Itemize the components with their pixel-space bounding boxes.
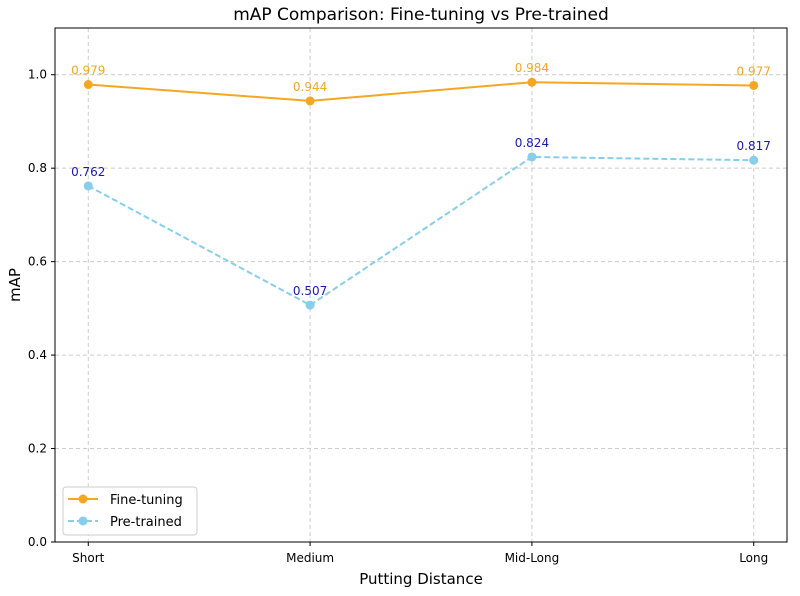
data-label: 0.817: [737, 139, 771, 153]
data-point: [527, 152, 537, 162]
plot-frame: [54, 27, 788, 543]
data-label: 0.762: [71, 165, 105, 179]
y-axis-label: mAP: [6, 268, 24, 302]
data-point: [749, 80, 759, 90]
legend-label-fine-tuning: Fine-tuning: [110, 493, 183, 508]
data-label: 0.979: [71, 64, 105, 78]
data-label: 0.944: [293, 80, 327, 94]
x-tick-label: Short: [72, 551, 104, 565]
legend-marker-pre-trained: [78, 516, 88, 526]
x-axis-label: Putting Distance: [359, 570, 483, 588]
x-tick-label: Mid-Long: [505, 551, 560, 565]
data-label: 0.977: [737, 64, 771, 78]
data-point: [83, 80, 93, 90]
x-tick-label: Medium: [286, 551, 334, 565]
chart-title: mAP Comparison: Fine-tuning vs Pre-train…: [233, 5, 609, 25]
data-point: [305, 96, 315, 106]
data-point: [749, 155, 759, 165]
data-label: 0.984: [515, 61, 549, 75]
data-label: 0.507: [293, 284, 327, 298]
y-tick-label: 0.6: [28, 255, 47, 269]
data-point: [527, 77, 537, 87]
series-line-pre-trained: [87, 155, 754, 307]
legend: Fine-tuning Pre-trained: [62, 486, 198, 536]
legend-label-pre-trained: Pre-trained: [110, 515, 182, 530]
y-tick-label: 0.4: [28, 348, 47, 362]
y-tick-label: 0.2: [28, 442, 47, 456]
x-tick-label: Long: [739, 551, 768, 565]
data-point: [83, 181, 93, 191]
series-line-fine-tuning: [88, 81, 754, 102]
y-tick-label: 0.8: [28, 161, 47, 175]
data-label: 0.824: [515, 136, 549, 150]
legend-marker-fine-tuning: [78, 494, 88, 504]
data-point: [305, 300, 315, 310]
y-tick-label: 0.0: [28, 535, 47, 549]
y-tick-label: 1.0: [28, 68, 47, 82]
